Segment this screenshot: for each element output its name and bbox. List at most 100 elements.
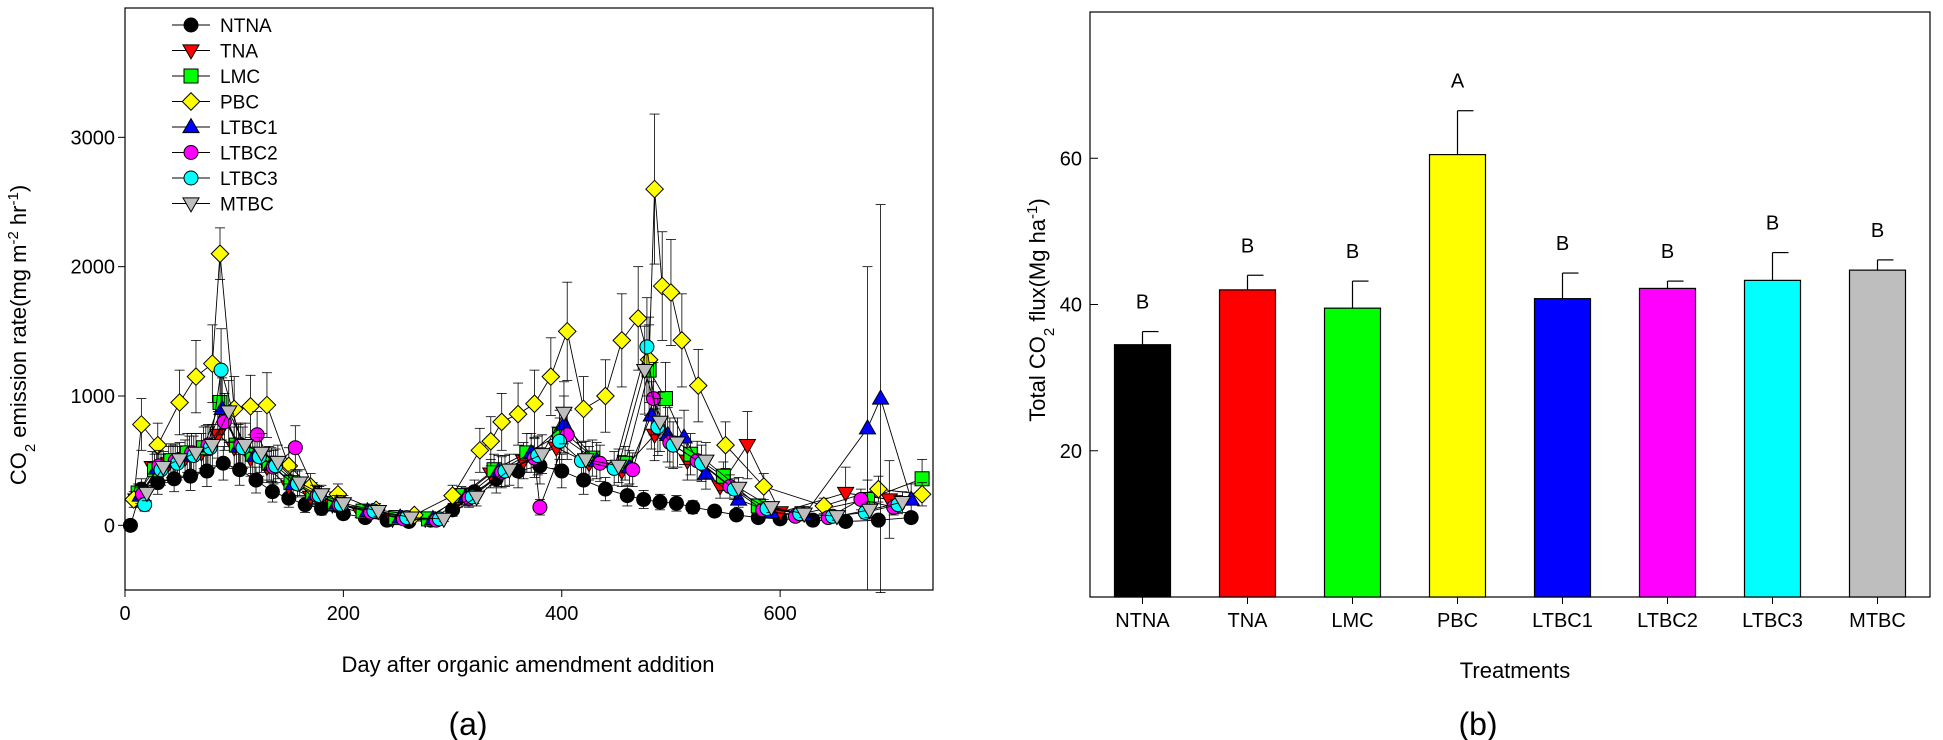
data-point <box>481 431 501 451</box>
data-point <box>219 405 238 421</box>
data-point <box>554 463 570 479</box>
legend-label: MTBC <box>220 195 274 216</box>
data-point <box>707 503 723 519</box>
data-point <box>215 455 231 471</box>
panel-a-x-tick-label: 0 <box>119 603 130 625</box>
panel-a-x-tick-label: 600 <box>763 603 796 625</box>
panel-b-x-axis-title: Treatments <box>1460 658 1570 683</box>
bar <box>1218 289 1277 598</box>
panel-a-y-tick-label: 2000 <box>71 257 116 279</box>
panel-a-y-tick-label: 1000 <box>71 386 116 408</box>
data-point <box>131 414 151 434</box>
data-point <box>597 481 613 497</box>
data-point <box>672 330 692 350</box>
legend-marker <box>183 68 199 84</box>
data-point <box>213 362 229 378</box>
bar <box>1323 307 1382 598</box>
data-point <box>541 367 561 387</box>
data-point <box>154 461 173 477</box>
data-point <box>532 499 548 515</box>
data-point <box>576 453 595 469</box>
panel-b-y-axis-title: Total CO2 flux(Mg ha-1) <box>1024 198 1058 421</box>
series-pbc <box>124 113 932 525</box>
data-point <box>636 491 652 507</box>
data-point <box>595 386 615 406</box>
series-line <box>137 368 923 520</box>
series-line <box>146 368 903 520</box>
data-point <box>609 459 628 476</box>
bar <box>1638 287 1697 598</box>
data-point <box>555 406 573 423</box>
data-point <box>552 433 568 449</box>
panel-b-bars: B NTNA B TNA B LMC A PBC B LTBC1 B LTBC2 B LTBC3 B MTBC <box>1113 71 1907 632</box>
legend-item-mtbc: MTBC <box>172 195 274 216</box>
bar <box>1743 279 1802 598</box>
data-point <box>651 415 669 432</box>
category-label: MTBC <box>1849 610 1906 632</box>
series-mtbc <box>137 325 912 529</box>
bar-group-lmc: B LMC <box>1323 241 1382 632</box>
legend-label: NTNA <box>220 16 272 37</box>
data-point <box>508 404 528 424</box>
significance-letter: B <box>1556 233 1569 255</box>
legend-marker <box>182 117 200 134</box>
data-point <box>557 321 577 341</box>
category-label: LTBC2 <box>1637 610 1698 632</box>
category-label: LTBC3 <box>1742 610 1803 632</box>
data-point <box>870 512 886 528</box>
legend-item-ntna: NTNA <box>172 16 272 37</box>
data-point <box>290 476 309 493</box>
data-point <box>252 446 271 463</box>
data-point <box>738 439 757 455</box>
legend-label: LMC <box>220 67 260 88</box>
data-point <box>729 481 748 498</box>
legend-item-ltbc2: LTBC2 <box>172 144 278 165</box>
data-point <box>210 244 230 264</box>
bar <box>1428 153 1487 598</box>
data-point <box>122 517 138 533</box>
data-point <box>912 484 932 504</box>
bar-group-ltbc2: B LTBC2 <box>1637 241 1698 632</box>
data-point <box>402 511 420 527</box>
data-point <box>369 505 388 521</box>
legend-item-lmc: LMC <box>172 67 260 88</box>
data-point <box>860 503 879 520</box>
legend-item-ltbc3: LTBC3 <box>172 169 278 190</box>
significance-letter: B <box>1661 241 1674 263</box>
data-point <box>279 456 299 476</box>
bar-group-pbc: A PBC <box>1428 71 1487 632</box>
data-point <box>236 439 255 455</box>
panel-a-legend: NTNA TNA LMC PBC LTBC1 LTBC2 LTBC3 MTBC <box>172 16 278 216</box>
panel-a-x-tick-label: 400 <box>545 603 578 625</box>
data-point <box>668 495 684 511</box>
data-point <box>443 486 463 506</box>
panel-b-y-tick-label: 60 <box>1060 148 1082 170</box>
data-point <box>525 394 544 414</box>
panel-a-series <box>122 113 932 593</box>
data-point <box>661 283 681 302</box>
panel-a-plot-frame <box>124 7 934 591</box>
data-point <box>170 453 189 469</box>
panel-a-label: (a) <box>448 706 487 740</box>
panel-a-x-tick-label: 200 <box>327 603 360 625</box>
legend-label: LTBC1 <box>220 118 278 139</box>
data-point <box>635 364 654 380</box>
significance-letter: B <box>1136 292 1149 314</box>
data-point <box>645 179 665 199</box>
data-point <box>858 418 877 435</box>
bar-group-tna: B TNA <box>1218 235 1277 632</box>
legend-item-ltbc1: LTBC1 <box>172 117 278 139</box>
data-point <box>754 477 774 496</box>
panel-b-plot-frame <box>1089 11 1931 598</box>
panel-a-axes: 0 200 400 600 0 1000 2000 3000 <box>71 7 934 625</box>
significance-letter: B <box>1766 213 1779 235</box>
panel-a-y-tick-label: 0 <box>104 515 115 537</box>
legend-item-tna: TNA <box>172 42 258 63</box>
category-label: LTBC1 <box>1532 610 1593 632</box>
panel-b-label: (b) <box>1458 706 1497 740</box>
data-point <box>639 339 655 355</box>
category-label: NTNA <box>1115 610 1170 632</box>
data-point <box>500 463 519 480</box>
significance-letter: B <box>1871 220 1884 242</box>
